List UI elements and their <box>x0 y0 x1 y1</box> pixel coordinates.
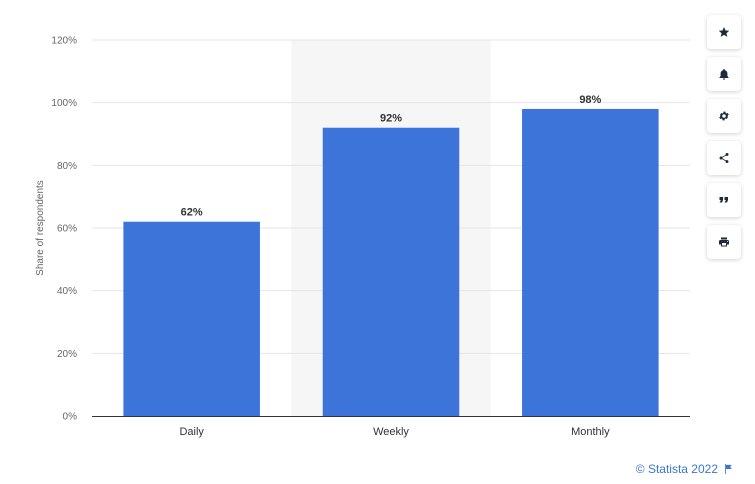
x-axis-categories: Daily Weekly Monthly <box>179 426 610 438</box>
y-tick-label: 0% <box>63 412 78 423</box>
data-labels: 62% 92% 98% <box>181 94 602 219</box>
share-button[interactable] <box>707 141 741 175</box>
data-label: 62% <box>181 207 203 219</box>
y-tick-label: 20% <box>57 349 77 360</box>
quote-icon <box>719 197 728 203</box>
share-icon <box>719 152 729 163</box>
data-label: 98% <box>579 94 601 106</box>
star-icon <box>718 27 730 37</box>
data-label: 92% <box>380 113 402 125</box>
favorite-button[interactable] <box>707 15 741 49</box>
y-axis-ticks: 0% 20% 40% 60% 80% 100% 120% <box>51 36 77 423</box>
chart-toolbar <box>707 15 741 267</box>
bar[interactable] <box>522 108 659 416</box>
bar[interactable] <box>322 127 460 416</box>
credit-text: © Statista 2022 <box>635 462 718 476</box>
y-tick-label: 100% <box>51 98 77 109</box>
x-category-label: Weekly <box>373 426 409 438</box>
y-tick-label: 40% <box>57 286 77 297</box>
flag-icon <box>725 464 732 474</box>
printer-icon <box>719 237 729 247</box>
bar[interactable] <box>123 221 260 416</box>
gear-icon <box>719 111 729 121</box>
y-tick-label: 120% <box>51 36 77 47</box>
settings-button[interactable] <box>707 99 741 133</box>
print-button[interactable] <box>707 225 741 259</box>
cite-button[interactable] <box>707 183 741 217</box>
statista-credit[interactable]: © Statista 2022 <box>636 462 733 476</box>
y-tick-label: 80% <box>57 161 77 172</box>
x-category-label: Monthly <box>571 426 610 438</box>
y-tick-label: 60% <box>57 224 77 235</box>
bars <box>123 108 659 416</box>
notification-button[interactable] <box>707 57 741 91</box>
x-category-label: Daily <box>179 426 204 438</box>
y-axis-title: Share of respondents <box>35 180 46 276</box>
bell-icon <box>719 69 729 80</box>
